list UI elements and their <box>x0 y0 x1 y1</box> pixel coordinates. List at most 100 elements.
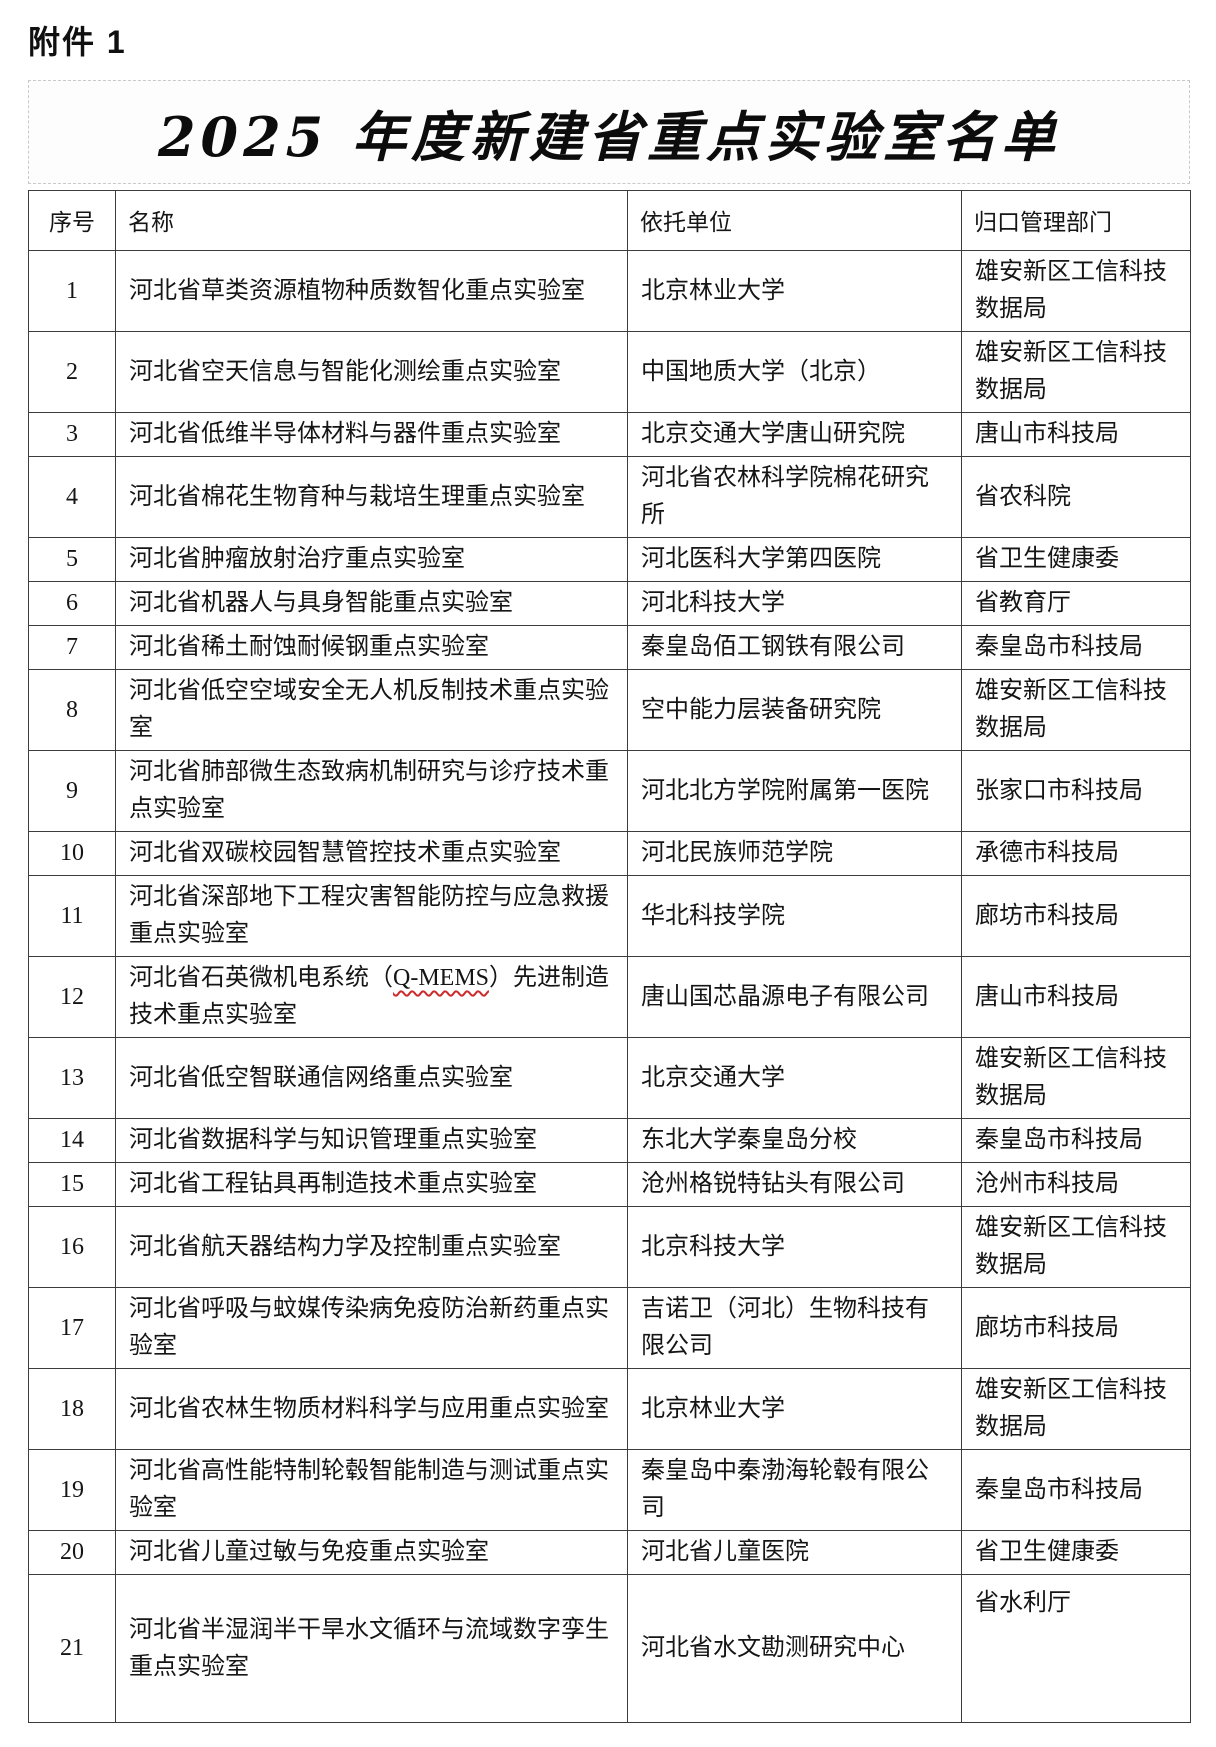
cell-dept: 省教育厅 <box>961 581 1191 626</box>
cell-name: 河北省稀土耐蚀耐候钢重点实验室 <box>115 625 628 670</box>
cell-dept: 唐山市科技局 <box>961 956 1191 1038</box>
table-row: 12 河北省石英微机电系统（Q-MEMS）先进制造技术重点实验室 唐山国芯晶源电子有… <box>28 956 1191 1038</box>
cell-dept: 雄安新区工信科技数据局 <box>961 1206 1191 1288</box>
table-row: 1 河北省草类资源植物种质数智化重点实验室 北京林业大学 雄安新区工信科技数据局 <box>28 250 1191 332</box>
cell-dept: 唐山市科技局 <box>961 412 1191 457</box>
cell-no: 20 <box>28 1530 116 1575</box>
cell-unit: 河北民族师范学院 <box>627 831 962 876</box>
cell-dept: 秦皇岛市科技局 <box>961 625 1191 670</box>
table-row: 9 河北省肺部微生态致病机制研究与诊疗技术重点实验室 河北北方学院附属第一医院 张家口… <box>28 750 1191 832</box>
cell-no: 12 <box>28 956 116 1038</box>
cell-no: 9 <box>28 750 116 832</box>
cell-no: 14 <box>28 1118 116 1163</box>
cell-unit: 空中能力层装备研究院 <box>627 669 962 751</box>
cell-no: 19 <box>28 1449 116 1531</box>
cell-no: 6 <box>28 581 116 626</box>
cell-name: 河北省高性能特制轮毂智能制造与测试重点实验室 <box>115 1449 628 1531</box>
table-row: 13 河北省低空智联通信网络重点实验室 北京交通大学 雄安新区工信科技数据局 <box>28 1037 1191 1119</box>
table-row: 14 河北省数据科学与知识管理重点实验室 东北大学秦皇岛分校 秦皇岛市科技局 <box>28 1118 1191 1163</box>
column-header-name: 名称 <box>115 190 628 251</box>
cell-no: 7 <box>28 625 116 670</box>
cell-unit: 沧州格锐特钻头有限公司 <box>627 1162 962 1207</box>
cell-name: 河北省空天信息与智能化测绘重点实验室 <box>115 331 628 413</box>
cell-no: 18 <box>28 1368 116 1450</box>
cell-dept: 秦皇岛市科技局 <box>961 1118 1191 1163</box>
title-block: 2025 年度新建省重点实验室名单 <box>28 80 1190 184</box>
cell-dept: 省卫生健康委 <box>961 1530 1191 1575</box>
cell-dept: 雄安新区工信科技数据局 <box>961 669 1191 751</box>
table-row: 5 河北省肿瘤放射治疗重点实验室 河北医科大学第四医院 省卫生健康委 <box>28 537 1191 582</box>
table-row: 16 河北省航天器结构力学及控制重点实验室 北京科技大学 雄安新区工信科技数据局 <box>28 1206 1191 1288</box>
cell-no: 16 <box>28 1206 116 1288</box>
cell-no: 3 <box>28 412 116 457</box>
cell-dept: 秦皇岛市科技局 <box>961 1449 1191 1531</box>
cell-dept: 省卫生健康委 <box>961 537 1191 582</box>
cell-no: 13 <box>28 1037 116 1119</box>
cell-unit: 秦皇岛中秦渤海轮毂有限公司 <box>627 1449 962 1531</box>
cell-unit: 北京交通大学 <box>627 1037 962 1119</box>
cell-unit: 河北省水文勘测研究中心 <box>627 1574 962 1723</box>
table-header-row: 序号 名称 依托单位 归口管理部门 <box>28 190 1191 251</box>
cell-unit: 秦皇岛佰工钢铁有限公司 <box>627 625 962 670</box>
cell-no: 10 <box>28 831 116 876</box>
cell-unit: 河北省农林科学院棉花研究所 <box>627 456 962 538</box>
table-row: 10 河北省双碳校园智慧管控技术重点实验室 河北民族师范学院 承德市科技局 <box>28 831 1191 876</box>
cell-name: 河北省航天器结构力学及控制重点实验室 <box>115 1206 628 1288</box>
table-body: 1 河北省草类资源植物种质数智化重点实验室 北京林业大学 雄安新区工信科技数据局 2 河北… <box>28 250 1191 1723</box>
cell-unit: 河北医科大学第四医院 <box>627 537 962 582</box>
cell-name: 河北省低维半导体材料与器件重点实验室 <box>115 412 628 457</box>
cell-name: 河北省工程钻具再制造技术重点实验室 <box>115 1162 628 1207</box>
cell-dept: 张家口市科技局 <box>961 750 1191 832</box>
table-row: 20 河北省儿童过敏与免疫重点实验室 河北省儿童医院 省卫生健康委 <box>28 1530 1191 1575</box>
cell-name: 河北省深部地下工程灾害智能防控与应急救援重点实验室 <box>115 875 628 957</box>
cell-no: 8 <box>28 669 116 751</box>
column-header-dept: 归口管理部门 <box>961 190 1191 251</box>
cell-name: 河北省数据科学与知识管理重点实验室 <box>115 1118 628 1163</box>
cell-unit: 华北科技学院 <box>627 875 962 957</box>
column-header-no: 序号 <box>28 190 116 251</box>
cell-unit: 唐山国芯晶源电子有限公司 <box>627 956 962 1038</box>
cell-name: 河北省双碳校园智慧管控技术重点实验室 <box>115 831 628 876</box>
labs-table: 序号 名称 依托单位 归口管理部门 1 河北省草类资源植物种质数智化重点实验室 北京… <box>28 190 1191 1723</box>
cell-dept: 雄安新区工信科技数据局 <box>961 331 1191 413</box>
table-row: 3 河北省低维半导体材料与器件重点实验室 北京交通大学唐山研究院 唐山市科技局 <box>28 412 1191 457</box>
cell-name: 河北省草类资源植物种质数智化重点实验室 <box>115 250 628 332</box>
cell-no: 11 <box>28 875 116 957</box>
cell-unit: 北京交通大学唐山研究院 <box>627 412 962 457</box>
cell-no: 2 <box>28 331 116 413</box>
table-row: 15 河北省工程钻具再制造技术重点实验室 沧州格锐特钻头有限公司 沧州市科技局 <box>28 1162 1191 1207</box>
page-title: 2025 年度新建省重点实验室名单 <box>157 104 1061 169</box>
spellcheck-underline: Q-MEMS <box>393 965 490 991</box>
cell-unit: 北京林业大学 <box>627 1368 962 1450</box>
table-row: 6 河北省机器人与具身智能重点实验室 河北科技大学 省教育厅 <box>28 581 1191 626</box>
cell-name: 河北省肿瘤放射治疗重点实验室 <box>115 537 628 582</box>
cell-unit: 北京林业大学 <box>627 250 962 332</box>
cell-name: 河北省石英微机电系统（Q-MEMS）先进制造技术重点实验室 <box>115 956 628 1038</box>
table-row: 21 河北省半湿润半干旱水文循环与流域数字孪生重点实验室 河北省水文勘测研究中心 省水… <box>28 1574 1191 1723</box>
cell-dept: 沧州市科技局 <box>961 1162 1191 1207</box>
table-row: 11 河北省深部地下工程灾害智能防控与应急救援重点实验室 华北科技学院 廊坊市科技局 <box>28 875 1191 957</box>
cell-dept: 省农科院 <box>961 456 1191 538</box>
cell-name: 河北省半湿润半干旱水文循环与流域数字孪生重点实验室 <box>115 1574 628 1723</box>
cell-unit: 河北科技大学 <box>627 581 962 626</box>
cell-name: 河北省儿童过敏与免疫重点实验室 <box>115 1530 628 1575</box>
cell-dept: 雄安新区工信科技数据局 <box>961 1037 1191 1119</box>
cell-name: 河北省呼吸与蚊媒传染病免疫防治新药重点实验室 <box>115 1287 628 1369</box>
cell-name: 河北省机器人与具身智能重点实验室 <box>115 581 628 626</box>
table-row: 19 河北省高性能特制轮毂智能制造与测试重点实验室 秦皇岛中秦渤海轮毂有限公司 秦皇岛… <box>28 1449 1191 1531</box>
cell-unit: 中国地质大学（北京） <box>627 331 962 413</box>
cell-name: 河北省农林生物质材料科学与应用重点实验室 <box>115 1368 628 1450</box>
cell-name: 河北省低空空域安全无人机反制技术重点实验室 <box>115 669 628 751</box>
cell-no: 1 <box>28 250 116 332</box>
cell-dept: 省水利厅 <box>961 1574 1191 1723</box>
cell-no: 5 <box>28 537 116 582</box>
table-row: 7 河北省稀土耐蚀耐候钢重点实验室 秦皇岛佰工钢铁有限公司 秦皇岛市科技局 <box>28 625 1191 670</box>
table-row: 18 河北省农林生物质材料科学与应用重点实验室 北京林业大学 雄安新区工信科技数据局 <box>28 1368 1191 1450</box>
table-row: 17 河北省呼吸与蚊媒传染病免疫防治新药重点实验室 吉诺卫（河北）生物科技有限公司廊… <box>28 1287 1191 1369</box>
cell-no: 4 <box>28 456 116 538</box>
table-row: 4 河北省棉花生物育种与栽培生理重点实验室 河北省农林科学院棉花研究所 省农科院 <box>28 456 1191 538</box>
cell-name: 河北省棉花生物育种与栽培生理重点实验室 <box>115 456 628 538</box>
cell-no: 21 <box>28 1574 116 1723</box>
attachment-label: 附件 1 <box>28 24 127 60</box>
cell-dept: 承德市科技局 <box>961 831 1191 876</box>
